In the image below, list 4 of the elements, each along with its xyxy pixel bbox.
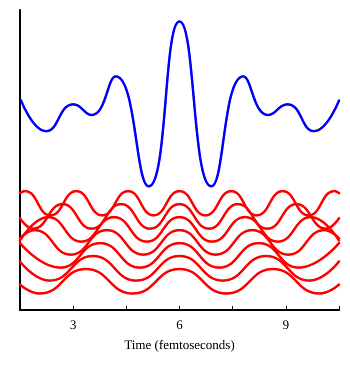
x-tick-label: 3 bbox=[70, 317, 76, 332]
x-tick-label: 9 bbox=[282, 317, 290, 332]
x-tick-label: 6 bbox=[176, 317, 184, 332]
x-axis-title: Time (femtoseconds) bbox=[124, 337, 235, 352]
